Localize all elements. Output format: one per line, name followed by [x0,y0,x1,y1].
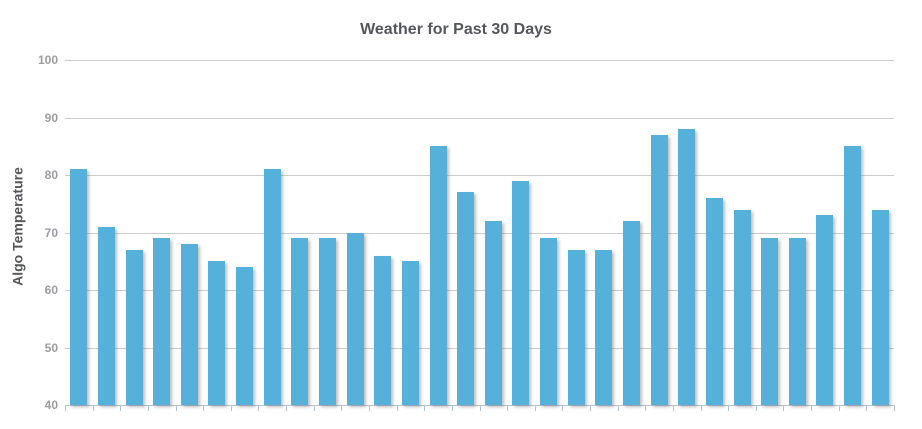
gridline [65,117,894,119]
x-axis-tick [507,405,509,411]
bar [374,255,392,405]
x-axis-tick [811,405,813,411]
x-axis-tick [672,405,674,411]
bar [733,209,751,405]
x-axis-tick [230,405,232,411]
bar [761,238,779,405]
x-axis-tick [534,405,536,411]
x-axis-tick [203,405,205,411]
gridline [65,60,894,61]
y-tick-label: 60 [44,283,58,297]
x-axis-tick [838,405,840,411]
x-axis-tick [341,405,343,411]
x-axis-tick [368,405,370,411]
bar [125,249,143,405]
bar [484,221,502,405]
bar [346,232,364,405]
bar [97,226,115,405]
y-tick-label: 70 [44,225,58,240]
x-axis-tick [700,405,702,411]
x-axis-tick [866,405,868,411]
x-axis-tick [451,405,453,411]
bar [429,146,447,405]
x-axis-tick [894,405,895,411]
x-axis-tick [175,405,177,411]
x-axis-tick [617,405,619,411]
x-axis-tick [286,405,288,411]
bar [208,261,226,405]
y-tick-label: 50 [44,340,58,355]
bar [180,244,198,405]
x-axis-tick [562,405,564,411]
x-axis-tick [645,405,647,411]
bar [678,129,696,405]
gridline [65,175,894,176]
gridline [65,290,894,291]
bar [567,249,585,405]
bar [816,215,834,405]
bar [871,209,889,405]
x-axis-tick [590,405,592,411]
bar [319,238,337,405]
bar [540,238,558,405]
bar [291,238,309,405]
x-axis-tick [783,405,785,411]
bar [236,267,254,405]
bar [401,261,419,405]
gridline [65,347,894,349]
bar [70,169,88,405]
gridline [65,232,894,234]
x-axis-tick [755,405,757,411]
bar [650,134,668,405]
x-axis-tick [396,405,398,411]
x-axis-tick [120,405,122,411]
chart-title: Weather for Past 30 Days [360,21,552,38]
bar [844,146,862,405]
x-axis-tick [258,405,260,411]
bar [153,238,171,405]
y-tick-label: 80 [44,168,58,182]
bar [457,192,475,405]
x-axis-tick [424,405,426,411]
x-axis-tick [479,405,481,411]
y-tick-label: 90 [44,110,58,125]
x-axis-tick [313,405,315,411]
bar [595,249,613,405]
bar [622,221,640,405]
bar [705,198,723,405]
x-axis-tick [65,405,66,411]
x-axis-tick [147,405,149,411]
bar [512,180,530,405]
y-tick-label: 100 [37,53,58,67]
bar [263,169,281,405]
x-axis-tick [728,405,730,411]
bar [788,238,806,405]
y-tick-label: 40 [44,398,58,412]
x-axis-tick [92,405,94,411]
